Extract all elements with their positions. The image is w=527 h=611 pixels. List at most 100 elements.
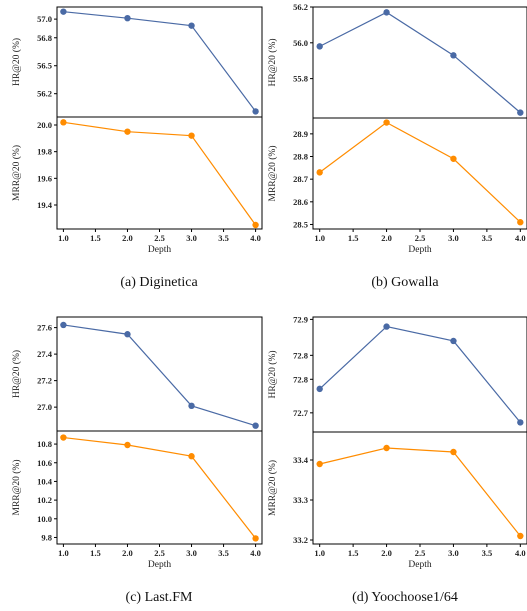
y-axis-label: MRR@20 (%) [267,146,278,202]
x-tick-label: 1.5 [90,233,101,243]
x-tick-label: 3.5 [218,233,229,243]
y-tick-label: 57.0 [37,14,52,24]
series-line-hr [63,324,256,427]
x-tick-label: 1.0 [314,548,325,558]
x-axis-label: Depth [148,245,171,255]
data-point-hr [252,422,259,429]
y-tick-label: 33.2 [293,535,308,545]
subfigure-caption: (d) Yoochoose1/64 [352,590,458,605]
subfigure-caption: (b) Gowalla [371,275,439,290]
x-tick-label: 4.0 [250,233,261,243]
chart-1: 55.8 56.0 56.2 HR@20 (%) 28.5 28.6 28.7 28.8 28.… [267,2,527,290]
data-point-hr [124,331,131,338]
data-point-hr [252,108,259,115]
y-tick-label: 27.4 [37,349,53,359]
x-tick-label: 1.0 [58,233,69,243]
x-tick-label: 3.5 [482,548,493,558]
panel-frame-hr [56,6,263,118]
y-tick-label: 28.8 [293,152,308,162]
data-point-mrr [316,460,323,468]
y-axis-label: HR@20 (%) [11,38,22,86]
y-tick-label: 28.6 [293,197,308,207]
y-tick-label: 72.9 [293,314,308,324]
chart-2: 27.0 27.2 27.4 27.6 HR@20 (%) 9.8 10.0 10.2 10.4… [11,316,263,605]
y-tick-label: 19.6 [37,173,52,183]
x-tick-label: 3.0 [448,548,459,558]
y-tick-label: 56.2 [37,89,52,99]
chart-0: 56.2 56.5 56.8 57.0 HR@20 (%) 19.4 19.6 19.8 20.… [11,6,263,290]
data-point-hr [60,8,67,15]
x-tick-label: 1.0 [314,233,325,243]
y-tick-label: 72.8 [293,374,308,384]
y-tick-label: 27.6 [37,323,52,333]
x-axis-label: Depth [408,245,431,255]
panel-frame-mrr [312,117,527,230]
y-tick-label: 28.9 [293,129,308,139]
data-point-mrr [252,535,259,542]
y-axis-label: MRR@20 (%) [11,145,22,201]
series-line-mrr [63,436,257,539]
y-tick-label: 28.7 [293,174,309,184]
y-tick-label: 10.2 [37,495,52,505]
y-axis-label: HR@20 (%) [267,350,278,398]
y-axis-label: HR@20 (%) [267,38,278,86]
x-tick-label: 4.0 [515,233,526,243]
data-point-mrr [517,219,524,226]
x-tick-label: 2.5 [415,233,426,243]
data-point-mrr [252,221,259,229]
y-tick-label: 10.4 [37,476,53,486]
y-tick-label: 9.8 [41,532,52,542]
series-line-mrr [319,447,521,537]
y-tick-label: 56.5 [37,61,52,71]
data-point-mrr [383,444,390,452]
x-tick-label: 3.5 [482,233,493,243]
y-tick-label: 27.2 [37,376,52,386]
x-tick-label: 1.5 [348,548,359,558]
x-axis-label: Depth [148,560,171,570]
data-point-mrr [124,441,131,449]
x-tick-label: 2.0 [381,548,392,558]
panel-frame-mrr [56,430,263,545]
panel-frame-hr [312,6,527,119]
y-tick-label: 56.2 [293,2,308,12]
y-tick-label: 33.4 [293,455,309,465]
y-tick-label: 56.0 [293,38,308,48]
x-tick-label: 3.0 [186,233,197,243]
y-tick-label: 56.8 [37,33,52,43]
data-point-hr [316,385,323,393]
panel-frame-mrr [312,431,527,545]
x-tick-label: 2.5 [154,548,165,558]
data-point-mrr [188,132,195,139]
data-point-mrr [316,169,323,176]
x-tick-label: 3.0 [448,233,459,243]
x-tick-label: 1.5 [348,233,359,243]
data-point-hr [383,9,390,16]
y-axis-label: HR@20 (%) [11,350,22,398]
data-point-mrr [60,119,67,126]
x-tick-label: 2.0 [122,548,133,558]
subfigure-caption: (a) Diginetica [120,275,198,290]
data-point-mrr [188,453,195,460]
x-tick-label: 2.5 [415,548,426,558]
y-tick-label: 10.0 [37,514,52,524]
data-point-hr [517,109,524,116]
data-point-mrr [383,119,390,126]
data-point-hr [517,419,524,426]
data-point-hr [383,323,390,330]
x-tick-label: 1.5 [90,548,101,558]
y-tick-label: 19.8 [37,147,52,157]
data-point-hr [450,52,457,59]
data-point-mrr [124,128,131,135]
x-tick-label: 2.5 [154,233,165,243]
data-point-mrr [450,448,457,456]
x-tick-label: 3.0 [186,548,197,558]
series-line-mrr [319,121,521,223]
y-tick-label: 19.4 [37,200,53,210]
data-point-mrr [60,434,67,441]
subfigure-caption: (c) Last.FM [126,590,193,605]
y-tick-label: 55.8 [293,74,308,84]
series-line-hr [319,325,521,423]
x-tick-label: 2.0 [122,233,133,243]
y-tick-label: 10.6 [37,458,52,468]
